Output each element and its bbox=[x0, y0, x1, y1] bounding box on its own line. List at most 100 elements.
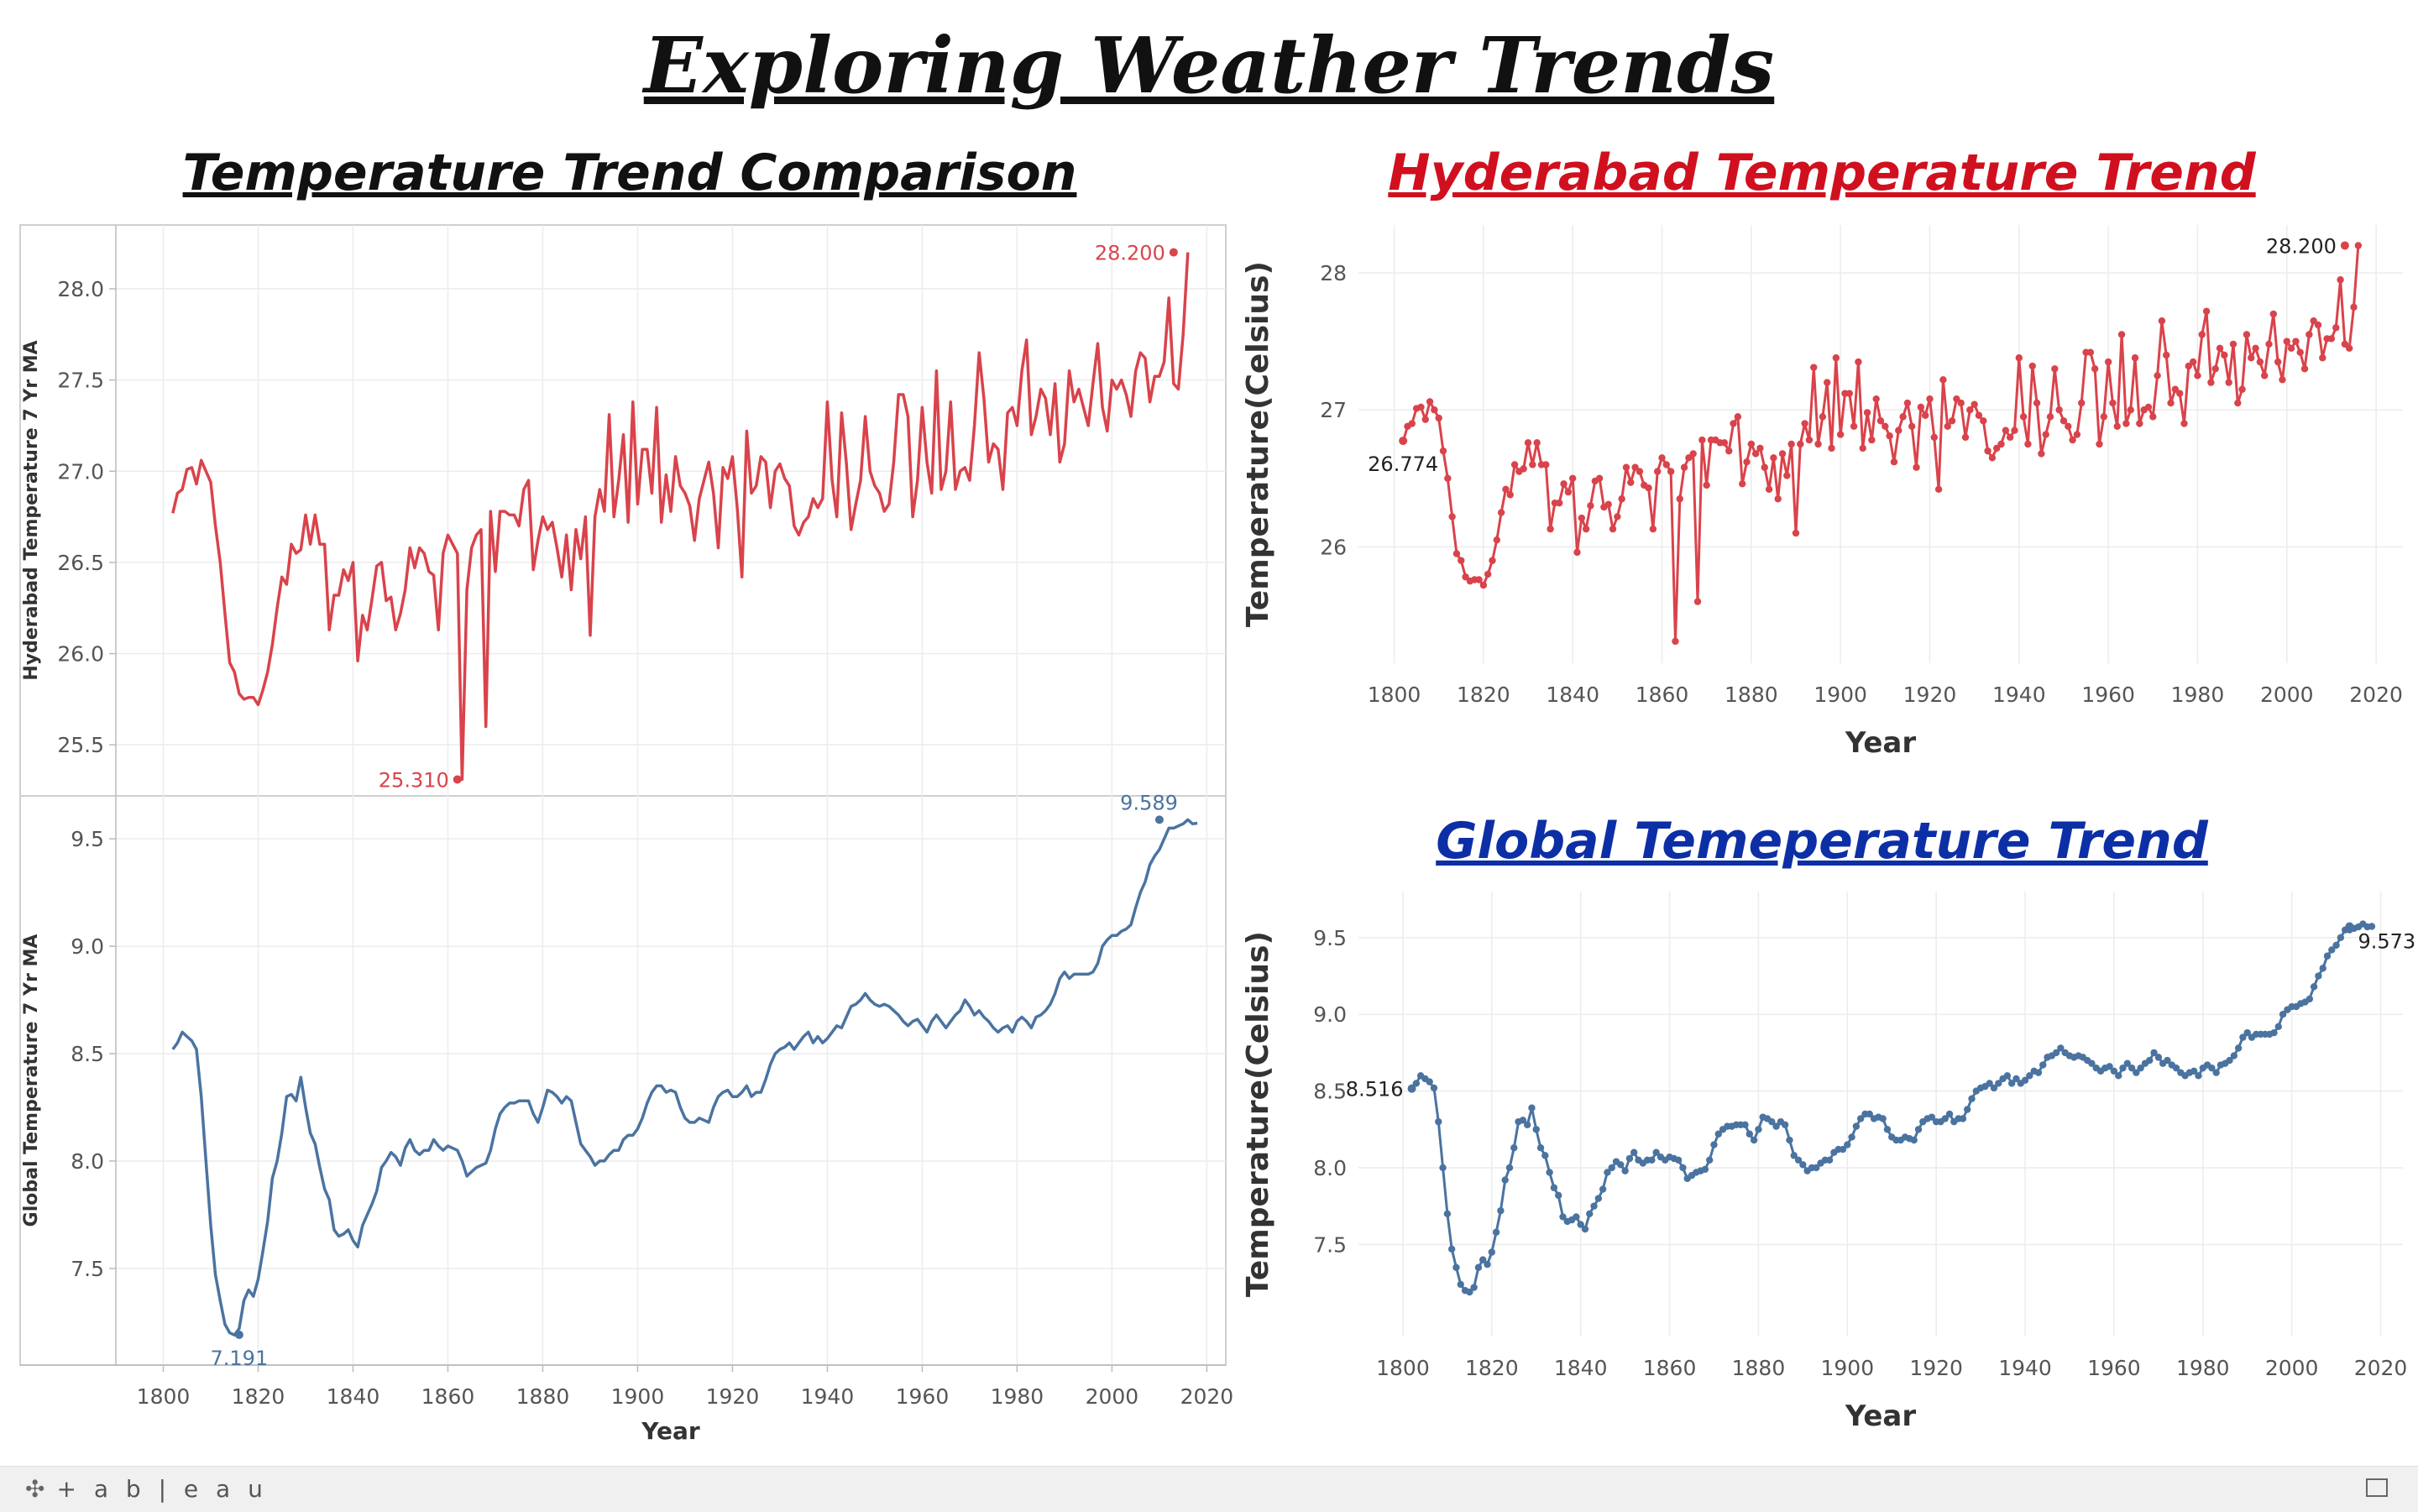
hyderabad-point[interactable] bbox=[1693, 598, 1702, 605]
hyderabad-point[interactable] bbox=[1984, 447, 1991, 455]
hyderabad-point[interactable] bbox=[1886, 432, 1893, 440]
global-point[interactable] bbox=[1928, 1113, 1936, 1121]
global-point[interactable] bbox=[2146, 1056, 2154, 1065]
hyderabad-point[interactable] bbox=[1832, 354, 1840, 362]
hyderabad-point[interactable] bbox=[1484, 570, 1492, 578]
hyderabad-point[interactable] bbox=[2078, 399, 2086, 407]
global-point[interactable] bbox=[1625, 1154, 1634, 1163]
hyderabad-point[interactable] bbox=[2131, 354, 2139, 362]
global-point[interactable] bbox=[2279, 1011, 2287, 1018]
global-point[interactable] bbox=[1648, 1156, 1656, 1164]
global-point[interactable] bbox=[1501, 1176, 1509, 1184]
hyderabad-point[interactable] bbox=[1458, 557, 1465, 564]
hyderabad-point[interactable] bbox=[1520, 465, 1527, 473]
hyderabad-point[interactable] bbox=[1408, 420, 1416, 427]
hyderabad-point[interactable] bbox=[2234, 399, 2242, 407]
hyderabad-point[interactable] bbox=[1672, 637, 1679, 646]
hyderabad-point[interactable] bbox=[1614, 513, 1621, 521]
hyderabad-point[interactable] bbox=[1667, 468, 1675, 475]
global-point[interactable] bbox=[1488, 1248, 1496, 1256]
hyderabad-point[interactable] bbox=[2346, 344, 2353, 353]
global-point[interactable] bbox=[2106, 1063, 2113, 1070]
hyderabad-point[interactable] bbox=[1859, 444, 1866, 453]
hyderabad-point[interactable] bbox=[1797, 440, 1804, 448]
global-point[interactable] bbox=[1914, 1126, 1923, 1133]
hyderabad-point[interactable] bbox=[2248, 354, 2255, 362]
hyderabad-point[interactable] bbox=[1980, 417, 1987, 425]
hyderabad-point[interactable] bbox=[2350, 303, 2358, 311]
hyderabad-point[interactable] bbox=[1542, 461, 1550, 468]
global-point[interactable] bbox=[1781, 1121, 1789, 1128]
hyderabad-point[interactable] bbox=[1676, 495, 1683, 503]
global-point[interactable] bbox=[2123, 1059, 2131, 1067]
hyderabad-point[interactable] bbox=[1452, 550, 1461, 557]
global-point[interactable] bbox=[1825, 1156, 1834, 1164]
hyderabad-point[interactable] bbox=[2028, 362, 2036, 370]
global-point[interactable] bbox=[1866, 1110, 1873, 1118]
global-point[interactable] bbox=[2310, 983, 2318, 991]
global-point[interactable] bbox=[2039, 1061, 2047, 1069]
hyderabad-point[interactable] bbox=[1645, 484, 1652, 492]
global-point[interactable] bbox=[1910, 1136, 1918, 1144]
global-point[interactable] bbox=[1813, 1164, 1820, 1172]
hyderabad-point[interactable] bbox=[1934, 485, 1943, 494]
global-point[interactable] bbox=[2026, 1072, 2033, 1080]
hyderabad-point[interactable] bbox=[1971, 400, 1978, 408]
hyderabad-point[interactable] bbox=[1658, 454, 1666, 462]
hyderabad-point[interactable] bbox=[2189, 358, 2197, 366]
hyderabad-point[interactable] bbox=[1899, 413, 1907, 421]
global-point[interactable] bbox=[2133, 1069, 2140, 1076]
hyderabad-point[interactable] bbox=[1587, 502, 1594, 510]
global-point[interactable] bbox=[2057, 1044, 2065, 1052]
hyderabad-point[interactable] bbox=[1765, 485, 1773, 494]
global-point[interactable] bbox=[2172, 1064, 2180, 1072]
hyderabad-point[interactable] bbox=[1444, 474, 1452, 482]
global-point[interactable] bbox=[1430, 1084, 1438, 1092]
hyderabad-point[interactable] bbox=[1421, 416, 1429, 423]
global-point[interactable] bbox=[1555, 1191, 1562, 1200]
global-point[interactable] bbox=[1852, 1122, 1861, 1130]
hyderabad-point[interactable] bbox=[2086, 348, 2095, 356]
hyderabad-point[interactable] bbox=[1824, 379, 1831, 386]
hyderabad-point[interactable] bbox=[1890, 458, 1898, 466]
hyderabad-point[interactable] bbox=[2274, 358, 2282, 366]
hyderabad-point[interactable] bbox=[1618, 495, 1625, 503]
hyderabad-point[interactable] bbox=[2216, 344, 2224, 353]
hyderabad-point[interactable] bbox=[2243, 331, 2251, 338]
global-point[interactable] bbox=[1674, 1156, 1683, 1164]
hyderabad-point[interactable] bbox=[2314, 321, 2322, 329]
hyderabad-point[interactable] bbox=[2015, 354, 2023, 362]
hyderabad-point[interactable] bbox=[1573, 548, 1581, 557]
global-point[interactable] bbox=[2270, 1028, 2278, 1037]
global-point[interactable] bbox=[1617, 1161, 1625, 1169]
hyderabad-point[interactable] bbox=[2221, 351, 2228, 359]
global-point[interactable] bbox=[1856, 1115, 1865, 1122]
hyderabad-point[interactable] bbox=[2327, 335, 2336, 343]
global-point[interactable] bbox=[1581, 1225, 1589, 1233]
global-point[interactable] bbox=[1532, 1126, 1540, 1133]
hyderabad-point[interactable] bbox=[1627, 479, 1635, 486]
hyderabad-point[interactable] bbox=[2051, 365, 2059, 373]
hyderabad-point[interactable] bbox=[2154, 372, 2161, 379]
global-point[interactable] bbox=[1492, 1228, 1500, 1236]
global-point[interactable] bbox=[1790, 1152, 1798, 1159]
hyderabad-point[interactable] bbox=[2065, 422, 2072, 430]
hyderabad-point[interactable] bbox=[2252, 344, 2259, 353]
global-point[interactable] bbox=[2012, 1075, 2020, 1083]
hyderabad-point[interactable] bbox=[2180, 420, 2188, 427]
hyderabad-point[interactable] bbox=[1805, 436, 1814, 444]
global-point[interactable] bbox=[1848, 1133, 1855, 1141]
global-point[interactable] bbox=[2274, 1023, 2282, 1031]
hyderabad-point[interactable] bbox=[1756, 444, 1764, 453]
global-point[interactable] bbox=[2337, 934, 2345, 942]
hyderabad-point[interactable] bbox=[2011, 426, 2018, 434]
hyderabad-point[interactable] bbox=[1810, 364, 1818, 371]
global-point[interactable] bbox=[2234, 1044, 2243, 1052]
global-point[interactable] bbox=[1772, 1122, 1780, 1130]
hyderabad-point[interactable] bbox=[1502, 485, 1510, 494]
hyderabad-point[interactable] bbox=[2256, 358, 2264, 366]
hyderabad-point[interactable] bbox=[1850, 422, 1858, 430]
hyderabad-point[interactable] bbox=[2229, 340, 2237, 348]
hyderabad-point[interactable] bbox=[1497, 509, 1505, 516]
global-point[interactable] bbox=[2088, 1059, 2096, 1067]
